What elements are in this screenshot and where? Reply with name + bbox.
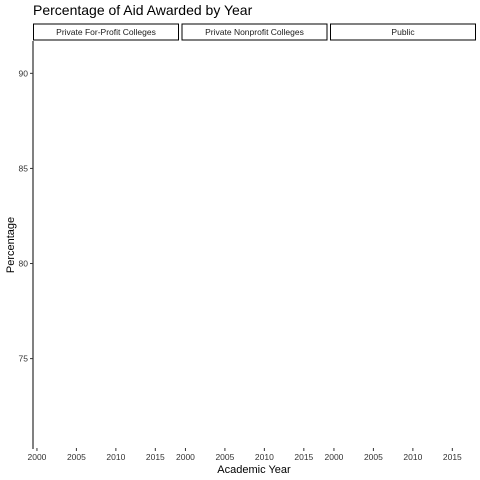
x-tick-label: 2000 — [27, 452, 46, 462]
x-tick-label: 2005 — [67, 452, 86, 462]
y-tick-label: 90 — [19, 68, 29, 78]
y-tick-label: 75 — [19, 354, 29, 364]
facet-strip-box — [330, 23, 476, 41]
x-axis-title: Academic Year — [217, 464, 291, 476]
x-tick-label: 2015 — [443, 452, 462, 462]
x-tick-label: 2010 — [403, 452, 422, 462]
x-tick-label: 2015 — [294, 452, 313, 462]
y-tick-label: 85 — [19, 163, 29, 173]
facet-strips: Private For-Profit Colleges Private Nonpr… — [33, 23, 476, 41]
facet-strip-label: Public — [391, 27, 415, 37]
y-axis: 75 80 85 90 — [19, 41, 34, 449]
y-tick-label: 80 — [19, 259, 29, 269]
facet-strip-label: Private Nonprofit Colleges — [205, 27, 304, 37]
x-axis: 2000 2005 2010 2015 2000 2005 2010 2015 2000 2005… — [27, 448, 462, 462]
x-tick-label: 2010 — [106, 452, 125, 462]
facet-strip-box — [33, 23, 179, 41]
x-tick-label: 2015 — [146, 452, 165, 462]
facet-strip-label: Private For-Profit Colleges — [56, 27, 156, 37]
x-tick-label: 2005 — [364, 452, 383, 462]
chart-title: Percentage of Aid Awarded by Year — [33, 2, 253, 18]
x-tick-label: 2010 — [255, 452, 274, 462]
x-tick-label: 2000 — [176, 452, 195, 462]
x-tick-label: 2005 — [215, 452, 234, 462]
x-tick-label: 2000 — [324, 452, 343, 462]
facet-strip-box — [181, 23, 328, 41]
y-axis-title: Percentage — [5, 217, 17, 273]
